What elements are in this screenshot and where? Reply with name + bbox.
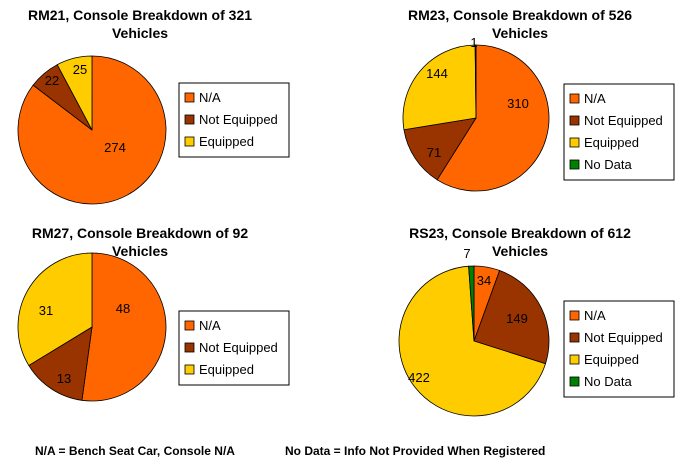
pie-chart-4: RS23, Console Breakdown of 612 Vehicles34…: [398, 225, 675, 417]
pie-chart-2: RM23, Console Breakdown of 526 Vehicles 31…: [402, 7, 675, 192]
pie-chart-3: RM27, Console Breakdown of 92 Vehicles 48 1…: [17, 225, 290, 402]
legend-entry-label: Equipped: [584, 352, 639, 367]
chart-title-line: RM23, Console Breakdown of 526: [408, 7, 632, 23]
footnote-no-data: No Data = Info Not Provided When Registe…: [285, 444, 545, 458]
legend-frame: [563, 300, 675, 398]
pie-slice-not-equipped: [403, 117, 477, 181]
legend-frame: [178, 82, 290, 158]
slice-value-label: 422: [408, 370, 430, 385]
chart-title-line: RM27, Console Breakdown of 92: [32, 225, 248, 241]
chart-title-line: Vehicles: [492, 25, 548, 41]
legend-entry-label: N/A: [199, 318, 221, 333]
pie-slice-n-a: [436, 44, 550, 192]
legend-entry-label: Not Equipped: [584, 113, 663, 128]
slice-value-label: 22: [45, 73, 59, 88]
legend-swatch: [184, 114, 195, 125]
legend-entry-label: N/A: [584, 91, 606, 106]
slice-value-label: 1: [470, 35, 477, 50]
legend-entry-label: No Data: [584, 157, 632, 172]
slice-value-label: 149: [506, 311, 528, 326]
slice-value-label: 48: [116, 301, 130, 316]
legend-entry-label: Not Equipped: [199, 340, 278, 355]
footnote-na: N/A = Bench Seat Car, Console N/A: [35, 444, 235, 458]
slice-value-label: 34: [477, 273, 491, 288]
pie-slice-equipped: [17, 252, 93, 366]
pie-chart-1: RM21, Console Breakdown of 321 Vehicles 27…: [17, 7, 290, 205]
chart-legend: N/A Not Equipped Equipped No Data: [563, 83, 675, 181]
slice-value-label: 274: [104, 140, 126, 155]
legend-entry-label: No Data: [584, 374, 632, 389]
legend-swatch: [184, 320, 195, 331]
legend-entry-label: Not Equipped: [584, 330, 663, 345]
legend-swatch: [184, 136, 195, 147]
pie-slice-not-equipped: [473, 270, 550, 365]
legend-entry-label: Not Equipped: [199, 112, 278, 127]
legend-swatch: [569, 376, 580, 387]
chart-title-line: Vehicles: [112, 25, 168, 41]
legend-swatch: [569, 115, 580, 126]
legend-swatch: [569, 310, 580, 321]
pie-slice-no-data: [474, 44, 477, 119]
slice-value-label: 25: [73, 62, 87, 77]
chart-legend: N/A Not Equipped Equipped: [178, 310, 290, 386]
legend-entry-label: Equipped: [199, 362, 254, 377]
legend-swatch: [569, 137, 580, 148]
pie-slice-equipped: [402, 44, 477, 131]
legend-swatch: [184, 92, 195, 103]
slice-value-label: 31: [39, 303, 53, 318]
pie-slice-equipped: [56, 55, 93, 131]
chart-title-line: RM21, Console Breakdown of 321: [28, 7, 252, 23]
slice-value-label: 13: [57, 371, 71, 386]
chart-legend: N/A Not Equipped Equipped: [178, 82, 290, 158]
legend-entry-label: Equipped: [584, 135, 639, 150]
legend-frame: [178, 310, 290, 386]
legend-entry-label: N/A: [199, 90, 221, 105]
legend-swatch: [569, 332, 580, 343]
pie-slice-not-equipped: [28, 326, 93, 401]
legend-swatch: [569, 354, 580, 365]
pie-slice-n-a: [81, 252, 167, 402]
slice-value-label: 144: [426, 66, 448, 81]
chart-title-line: RS23, Console Breakdown of 612: [409, 225, 631, 241]
legend-swatch: [569, 159, 580, 170]
legend-swatch: [184, 342, 195, 353]
chart-legend: N/A Not Equipped Equipped No Data: [563, 300, 675, 398]
chart-title-line: Vehicles: [112, 243, 168, 259]
pie-slice-no-data: [468, 265, 475, 342]
slice-value-label: 7: [463, 246, 470, 261]
slice-value-label: 310: [507, 96, 529, 111]
legend-entry-label: Equipped: [199, 134, 254, 149]
legend-swatch: [569, 93, 580, 104]
legend-frame: [563, 83, 675, 181]
slice-value-label: 71: [427, 145, 441, 160]
legend-swatch: [184, 364, 195, 375]
legend-entry-label: N/A: [584, 308, 606, 323]
chart-title-line: Vehicles: [492, 243, 548, 259]
pie-slice-equipped: [398, 265, 546, 417]
